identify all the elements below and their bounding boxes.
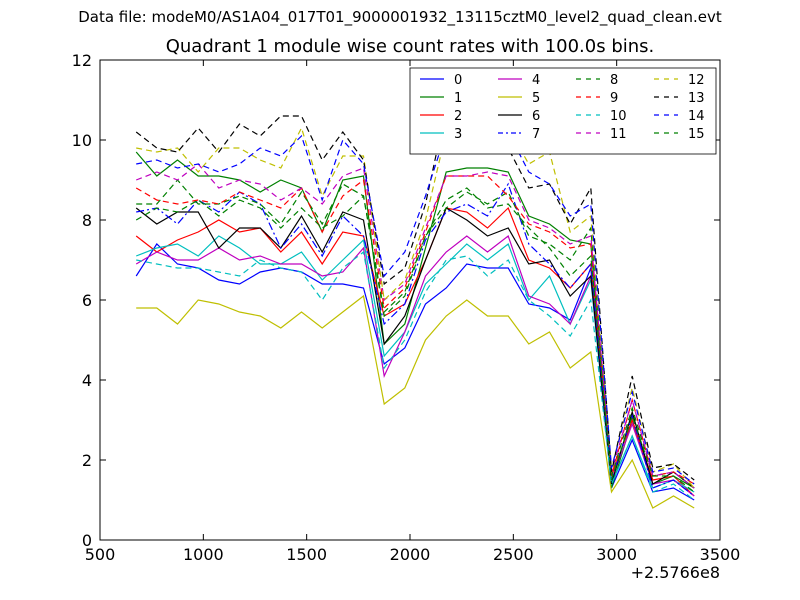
legend-label-10: 10 xyxy=(610,109,627,124)
series-line-10 xyxy=(136,250,695,501)
series-line-5 xyxy=(136,294,695,509)
series-line-11 xyxy=(135,163,695,489)
series-layer xyxy=(135,107,695,509)
legend-label-8: 8 xyxy=(610,73,618,88)
legend-label-6: 6 xyxy=(532,109,540,124)
legend-label-9: 9 xyxy=(610,91,618,106)
y-tick-label: 4 xyxy=(82,371,92,390)
y-tick-label: 0 xyxy=(82,531,92,550)
chart-title: Quadrant 1 module wise count rates with … xyxy=(165,36,655,57)
legend-label-2: 2 xyxy=(454,109,462,124)
legend-label-4: 4 xyxy=(532,73,540,88)
x-tick-label: 2000 xyxy=(390,545,431,564)
x-tick-label: 1000 xyxy=(183,545,224,564)
x-tick-label: 3500 xyxy=(700,545,741,564)
legend-label-13: 13 xyxy=(688,91,705,106)
y-tick-label: 12 xyxy=(72,51,92,70)
y-tick-label: 6 xyxy=(82,291,92,310)
series-line-14 xyxy=(136,123,695,485)
legend-label-12: 12 xyxy=(688,73,705,88)
x-tick-label: 3000 xyxy=(596,545,637,564)
legend-label-11: 11 xyxy=(610,127,627,142)
data-file-title: Data file: modeM0/AS1A04_017T01_90000019… xyxy=(78,8,722,26)
series-line-6 xyxy=(135,207,695,489)
legend-label-15: 15 xyxy=(688,127,705,142)
y-tick-label: 10 xyxy=(72,131,92,150)
x-tick-label: 500 xyxy=(85,545,116,564)
x-tick-label: 2500 xyxy=(493,545,534,564)
legend-box xyxy=(409,67,717,155)
legend-label-5: 5 xyxy=(532,91,540,106)
y-tick-label: 8 xyxy=(82,211,92,230)
legend-label-7: 7 xyxy=(532,127,540,142)
x-tick-label: 1500 xyxy=(286,545,327,564)
legend-label-0: 0 xyxy=(454,73,462,88)
series-line-13 xyxy=(135,107,695,481)
series-line-8 xyxy=(136,179,695,489)
series-line-15 xyxy=(135,187,695,493)
legend-label-14: 14 xyxy=(688,109,705,124)
series-line-1 xyxy=(135,151,695,489)
legend-label-1: 1 xyxy=(454,91,462,106)
y-tick-label: 2 xyxy=(82,451,92,470)
x-axis-offset-label: +2.5766e8 xyxy=(631,563,720,582)
legend-label-3: 3 xyxy=(454,127,462,142)
series-line-12 xyxy=(136,126,695,489)
